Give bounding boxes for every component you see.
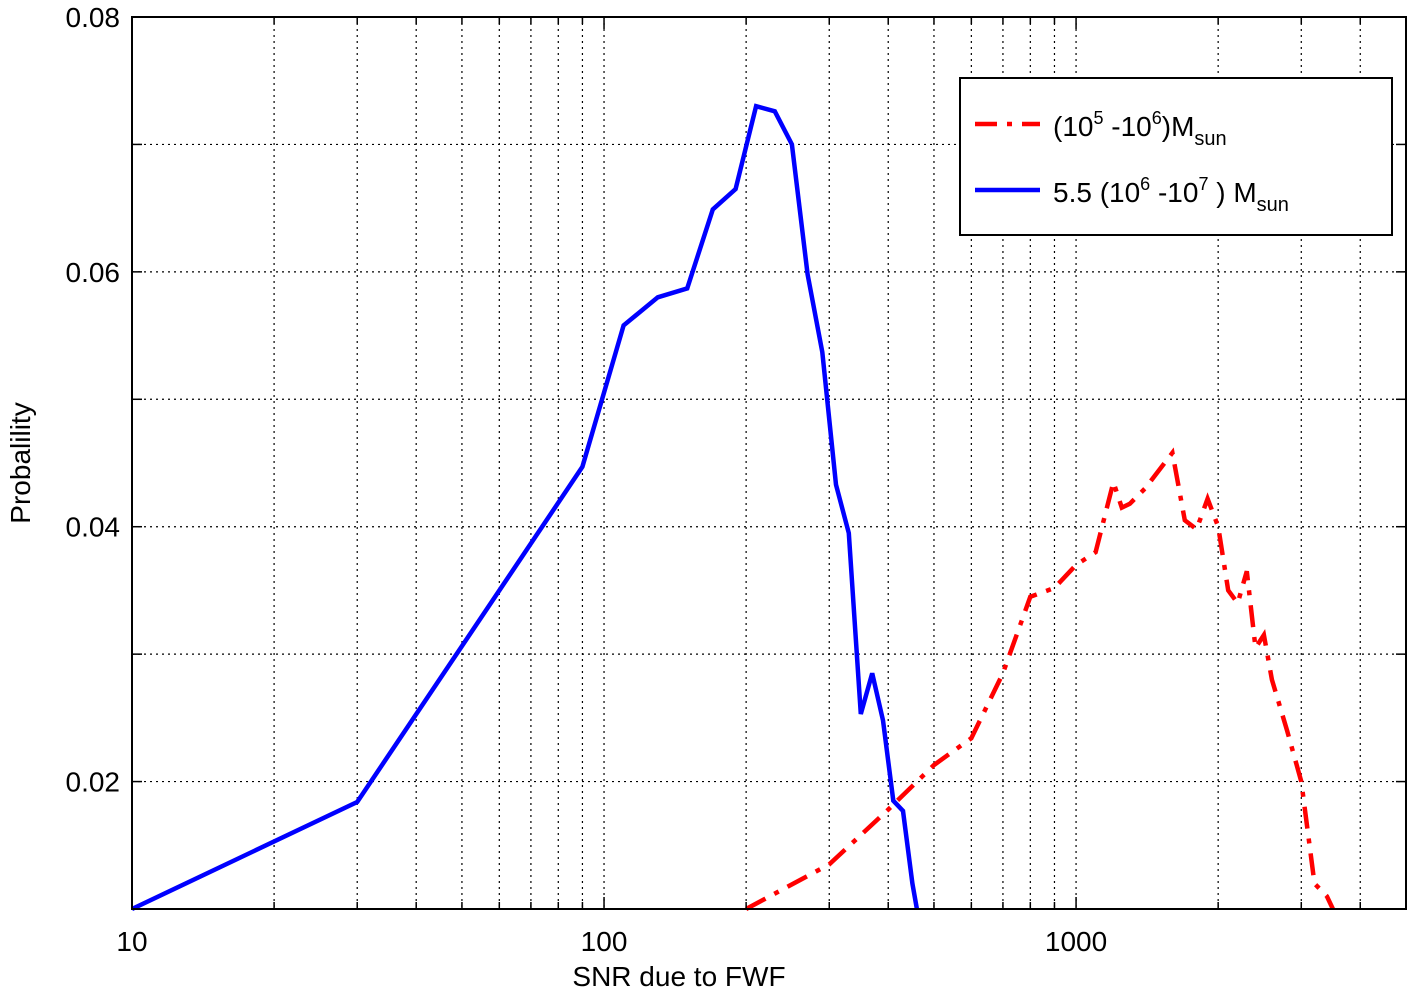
y-ticks: 0.02 0.04 0.06 0.08 <box>66 2 1406 798</box>
series-line-2 <box>131 103 920 912</box>
plot-frame <box>131 16 1407 910</box>
series-line-1 <box>745 447 1335 911</box>
y-axis-label: Probalility <box>5 402 36 523</box>
x-tick-label: 10 <box>116 926 147 957</box>
legend-entry-series-1: (105 -106)Msun <box>1053 108 1227 150</box>
y-tick-label: 0.04 <box>66 512 121 543</box>
y-tick-label: 0.08 <box>66 2 121 33</box>
y-tick-label: 0.02 <box>66 767 121 798</box>
series-layer <box>131 103 1335 912</box>
x-axis-label: SNR due to FWF <box>572 961 785 992</box>
grid <box>132 17 1406 909</box>
x-tick-label: 1000 <box>1045 926 1107 957</box>
x-tick-label: 100 <box>581 926 628 957</box>
legend: (105 -106)Msun 5.5 (106 -107 ) Msun <box>959 77 1393 236</box>
legend-box <box>959 77 1393 236</box>
legend-entry-series-2: 5.5 (106 -107 ) Msun <box>1053 174 1289 216</box>
x-ticks: 10 100 1000 <box>116 17 1362 957</box>
y-tick-label: 0.06 <box>66 257 121 288</box>
